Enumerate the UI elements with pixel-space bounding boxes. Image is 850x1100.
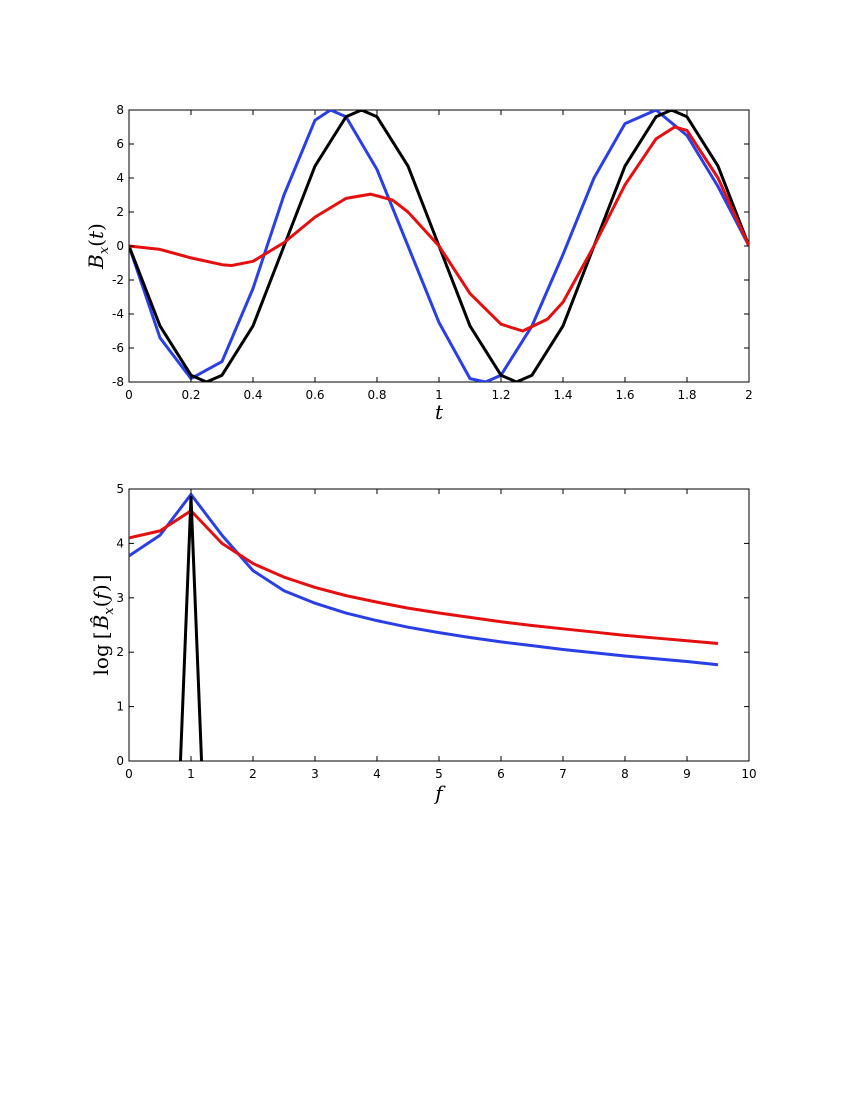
- x-axis-label: t: [435, 400, 444, 424]
- y-tick-label: 0: [116, 754, 124, 768]
- x-tick-label: 1: [187, 767, 195, 781]
- x-tick-label: 1.2: [491, 388, 510, 402]
- y-tick-label: -6: [112, 341, 124, 355]
- frequency-spectrum-plot: 0 1 2 3 4 5 6 7 8 9 10 0 1 2 3 4 5 f log[B̂x(f)]: [89, 482, 757, 805]
- y-tick-label: -2: [112, 273, 124, 287]
- x-tick-label: 2: [249, 767, 257, 781]
- y-tick-label: -4: [112, 307, 124, 321]
- x-tick-label: 0: [125, 388, 133, 402]
- x-tick-label: 6: [497, 767, 505, 781]
- svg-text:log[B̂x(f)]: log[B̂x(f)]: [89, 575, 117, 676]
- y-tick-label: 3: [116, 591, 124, 605]
- x-tick-label: 1.8: [677, 388, 696, 402]
- x-tick-label: 4: [373, 767, 381, 781]
- time-domain-plot: 0 0.2 0.4 0.6 0.8 1 1.2 1.4 1.6 1.8 2 -8 -6 -4 -2 0 2 4 6 8…: [84, 103, 753, 424]
- series-line-2: [129, 509, 719, 645]
- svg-text:Bx(t): Bx(t): [84, 223, 112, 270]
- x-tick-label: 1.6: [615, 388, 634, 402]
- y-tick-label: 0: [116, 239, 124, 253]
- x-tick-label: 1.4: [553, 388, 572, 402]
- x-tick-label: 5: [435, 767, 443, 781]
- y-tick-label: 1: [116, 700, 124, 714]
- x-tick-label: 0: [125, 767, 133, 781]
- plot-frame: [128, 488, 750, 762]
- x-tick-label: 1: [435, 388, 443, 402]
- x-tick-label: 0.4: [243, 388, 262, 402]
- x-tick-label: 0.2: [181, 388, 200, 402]
- x-tick-label: 8: [621, 767, 629, 781]
- x-tick-label: 0.8: [367, 388, 386, 402]
- series-line-3: [178, 495, 204, 761]
- y-tick-label: 2: [116, 205, 124, 219]
- series-line-1: [129, 492, 719, 667]
- x-axis-label: f: [433, 781, 446, 805]
- y-axis-label: log[B̂x(f)]: [89, 575, 117, 676]
- y-tick-label: 6: [116, 137, 124, 151]
- x-tick-label: 7: [559, 767, 567, 781]
- y-tick-label: 4: [116, 536, 124, 550]
- y-tick-label: 2: [116, 645, 124, 659]
- x-tick-label: 3: [311, 767, 319, 781]
- x-tick-label: 10: [741, 767, 756, 781]
- x-tick-label: 9: [683, 767, 691, 781]
- y-tick-label: 4: [116, 171, 124, 185]
- y-tick-label: -8: [112, 375, 124, 389]
- x-tick-label: 0.6: [305, 388, 324, 402]
- y-tick-label: 8: [116, 103, 124, 117]
- series-line-3: [129, 125, 749, 333]
- series-line-1: [129, 110, 749, 382]
- y-axis-label: Bx(t): [84, 223, 112, 270]
- y-tick-label: 5: [116, 482, 124, 496]
- x-tick-label: 2: [745, 388, 753, 402]
